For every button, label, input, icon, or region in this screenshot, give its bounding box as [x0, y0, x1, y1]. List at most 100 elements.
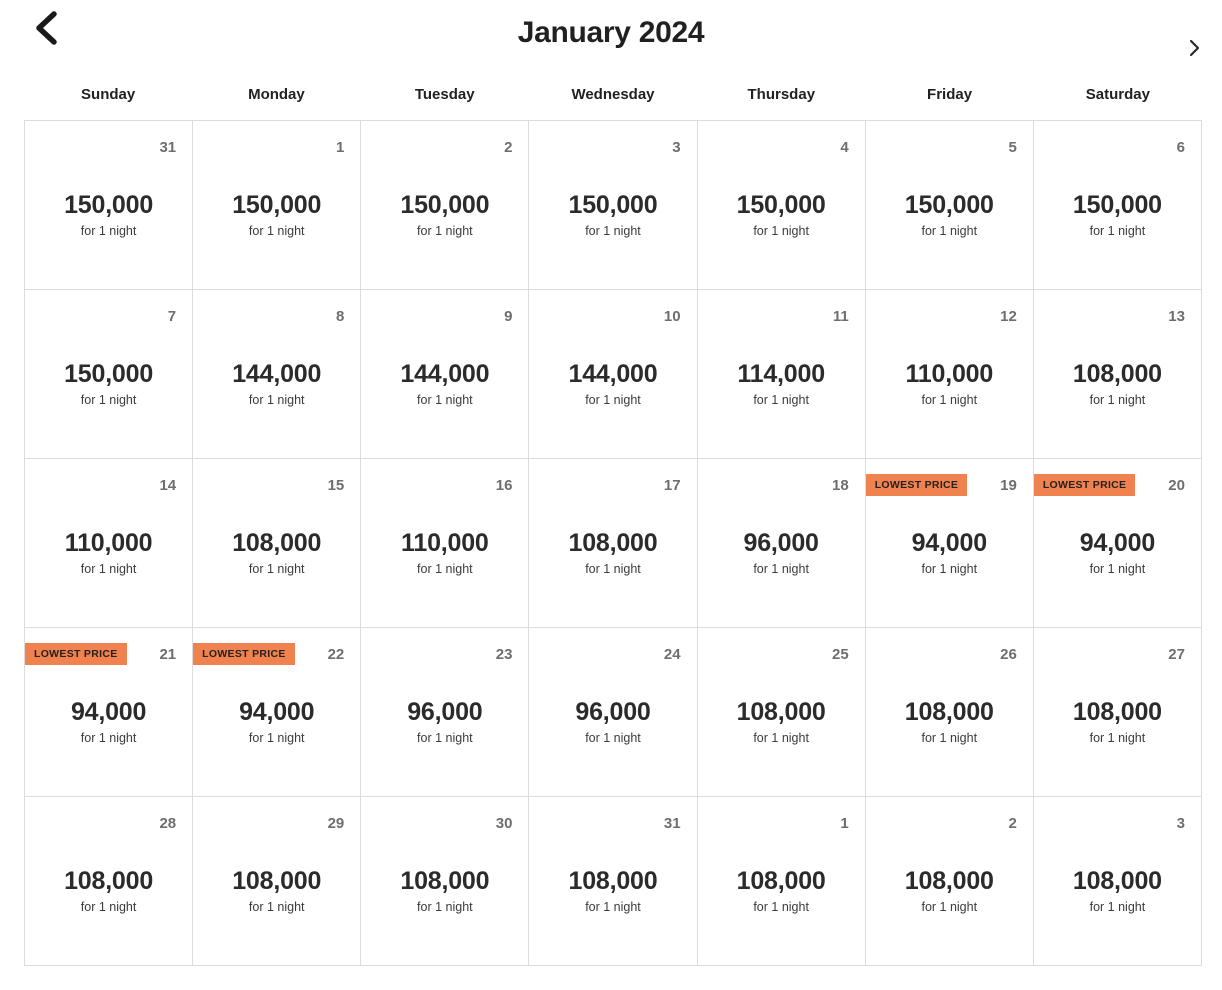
day-cell[interactable]: 23 96,000 for 1 night [361, 628, 530, 797]
cell-top-row: 31 [529, 811, 696, 835]
day-cell[interactable]: 28 108,000 for 1 night [25, 797, 194, 966]
day-cell[interactable]: 1 108,000 for 1 night [697, 797, 866, 966]
day-cell[interactable]: 31 108,000 for 1 night [529, 797, 698, 966]
cell-top-row: 13 [1034, 304, 1201, 328]
day-number: 20 [1168, 476, 1185, 494]
day-cell[interactable]: 3 108,000 for 1 night [1033, 797, 1202, 966]
price-unit: for 1 night [80, 393, 137, 407]
day-number: 16 [495, 476, 513, 494]
price-value: 108,000 [232, 529, 322, 557]
day-cell[interactable]: 24 96,000 for 1 night [529, 628, 698, 797]
cell-top-row: 2 [866, 811, 1033, 835]
cell-top-row: 3 [1034, 811, 1201, 835]
chevron-right-icon [1187, 39, 1201, 57]
weekday-label: Saturday [1085, 86, 1150, 103]
price-unit: for 1 night [417, 393, 473, 407]
price-block: 114,000 for 1 night [698, 360, 865, 407]
day-cell[interactable]: 12 110,000 for 1 night [865, 290, 1034, 459]
next-month-button[interactable] [1180, 34, 1208, 62]
cell-top-row: 8 [193, 304, 360, 328]
price-unit: for 1 night [921, 393, 978, 407]
weekday-label: Sunday [81, 86, 136, 103]
price-block: 150,000 for 1 night [25, 360, 192, 407]
cell-top-row: 7 [25, 304, 192, 328]
day-number: 1 [840, 814, 849, 832]
day-cell[interactable]: LOWEST PRICE 22 94,000 for 1 night [193, 628, 362, 797]
day-number: 28 [159, 814, 177, 832]
day-cell[interactable]: 9 144,000 for 1 night [361, 290, 530, 459]
price-block: 108,000 for 1 night [529, 867, 696, 914]
cell-top-row: 17 [529, 473, 696, 497]
day-cell[interactable]: 10 144,000 for 1 night [529, 290, 698, 459]
chevron-left-icon [33, 10, 59, 46]
day-number: 23 [495, 645, 513, 663]
price-unit: for 1 night [753, 224, 809, 238]
day-cell[interactable]: 16 110,000 for 1 night [361, 459, 530, 628]
day-number: 8 [335, 307, 345, 325]
day-cell[interactable]: 26 108,000 for 1 night [865, 628, 1034, 797]
cell-top-row: 28 [25, 811, 192, 835]
price-value: 108,000 [568, 529, 658, 557]
day-cell[interactable]: LOWEST PRICE 21 94,000 for 1 night [25, 628, 194, 797]
price-unit: for 1 night [80, 224, 137, 238]
price-block: 108,000 for 1 night [25, 867, 192, 914]
day-cell[interactable]: 30 108,000 for 1 night [361, 797, 530, 966]
day-cell[interactable]: 3 150,000 for 1 night [529, 121, 698, 290]
day-cell[interactable]: 27 108,000 for 1 night [1033, 628, 1202, 797]
price-value: 108,000 [232, 867, 322, 895]
day-cell[interactable]: 5 150,000 for 1 night [865, 121, 1034, 290]
price-value: 150,000 [64, 360, 154, 388]
day-number: 24 [663, 645, 681, 663]
price-value: 108,000 [904, 698, 994, 726]
price-unit: for 1 night [1089, 731, 1146, 745]
cell-top-row: 1 [193, 135, 360, 159]
day-number: 6 [1176, 138, 1185, 156]
day-cell[interactable]: 29 108,000 for 1 night [193, 797, 362, 966]
day-cell[interactable]: 14 110,000 for 1 night [25, 459, 194, 628]
price-value: 94,000 [1079, 529, 1156, 557]
day-cell[interactable]: 15 108,000 for 1 night [193, 459, 362, 628]
price-block: 94,000 for 1 night [193, 698, 360, 745]
day-cell[interactable]: 31 150,000 for 1 night [25, 121, 194, 290]
price-unit: for 1 night [585, 393, 641, 407]
day-cell[interactable]: 11 114,000 for 1 night [697, 290, 866, 459]
day-cell[interactable]: LOWEST PRICE 19 94,000 for 1 night [865, 459, 1034, 628]
day-cell[interactable]: 13 108,000 for 1 night [1033, 290, 1202, 459]
price-block: 144,000 for 1 night [361, 360, 528, 407]
day-cell[interactable]: 4 150,000 for 1 night [697, 121, 866, 290]
previous-month-button[interactable] [26, 8, 66, 48]
cell-top-row: 14 [25, 473, 192, 497]
price-unit: for 1 night [1089, 900, 1146, 914]
price-value: 96,000 [575, 698, 651, 726]
cell-top-row: LOWEST PRICE 22 [193, 642, 360, 666]
day-cell[interactable]: 2 150,000 for 1 night [361, 121, 530, 290]
cell-top-row: 25 [698, 642, 865, 666]
price-block: 110,000 for 1 night [866, 360, 1033, 407]
day-number: 25 [832, 645, 849, 663]
cell-top-row: 23 [361, 642, 528, 666]
cell-top-row: 3 [529, 135, 696, 159]
price-block: 96,000 for 1 night [698, 529, 865, 576]
cell-top-row: 4 [698, 135, 865, 159]
price-unit: for 1 night [921, 562, 978, 576]
price-block: 108,000 for 1 night [361, 867, 528, 914]
price-value: 108,000 [1072, 867, 1162, 895]
price-block: 108,000 for 1 night [698, 867, 865, 914]
price-value: 144,000 [568, 360, 658, 388]
day-cell[interactable]: 1 150,000 for 1 night [193, 121, 362, 290]
day-cell[interactable]: 8 144,000 for 1 night [193, 290, 362, 459]
cell-top-row: 18 [698, 473, 865, 497]
day-number: 3 [1176, 814, 1185, 832]
day-cell[interactable]: 7 150,000 for 1 night [25, 290, 194, 459]
day-cell[interactable]: LOWEST PRICE 20 94,000 for 1 night [1033, 459, 1202, 628]
cell-top-row: 27 [1034, 642, 1201, 666]
day-number: 17 [663, 476, 681, 494]
day-cell[interactable]: 2 108,000 for 1 night [865, 797, 1034, 966]
day-cell[interactable]: 25 108,000 for 1 night [697, 628, 866, 797]
price-block: 108,000 for 1 night [866, 867, 1033, 914]
day-cell[interactable]: 6 150,000 for 1 night [1033, 121, 1202, 290]
day-cell[interactable]: 18 96,000 for 1 night [697, 459, 866, 628]
price-unit: for 1 night [248, 731, 305, 745]
price-unit: for 1 night [585, 224, 641, 238]
day-cell[interactable]: 17 108,000 for 1 night [529, 459, 698, 628]
